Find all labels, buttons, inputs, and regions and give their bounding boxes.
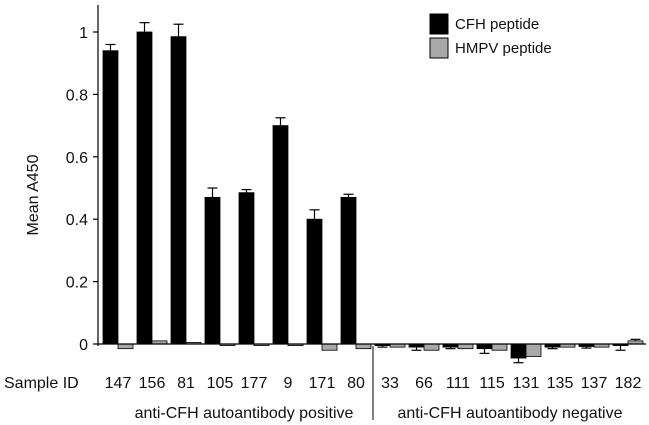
error-bar-cfh-81 [173,23,184,37]
error-bar-cfh-147 [105,43,116,51]
error-bar-cfh-135 [547,347,558,350]
bar-cfh-80 [340,196,357,345]
error-bar-cfh-137 [581,346,592,349]
group-label-positive: anti-CFH autoantibody positive [135,405,354,422]
bar-cfh-9 [272,125,289,345]
x-tick-label: 111 [446,375,470,392]
bar-hmpv-147 [117,343,134,350]
x-tick-label: 33 [381,375,399,392]
legend-label-cfh: CFH peptide [455,16,539,33]
y-tick-label: 1 [79,25,88,42]
error-bar-cfh-156 [139,22,150,32]
bar-hmpv-66 [423,343,440,351]
y-tick-label: 0.2 [66,275,88,292]
x-tick-label: 182 [615,375,642,392]
bar-hmpv-115 [491,343,508,351]
x-tick-label: 115 [479,375,505,392]
bar-cfh-81 [170,36,187,345]
bar-cfh-147 [102,50,119,345]
x-tick-label: 80 [347,375,365,392]
y-tick-label: 0.4 [66,212,88,229]
x-tick-label: 105 [207,375,234,392]
x-tick-label: 137 [581,375,608,392]
bar-hmpv-111 [457,343,474,350]
y-axis-label: Mean A450 [25,154,42,235]
bar-hmpv-131 [525,343,542,357]
bar-cfh-171 [306,218,323,345]
x-tick-label: 171 [309,375,336,392]
y-ticks: 0 0.2 0.4 0.6 0.8 1 [66,25,98,354]
bar-hmpv-171 [321,343,338,351]
x-tick-labels: 147 156 81 105 177 9 171 80 33 66 111 115 131 135 137 1… [105,375,642,392]
x-tick-label: 135 [547,375,574,392]
x-tick-label: 131 [513,375,540,392]
error-bar-hmpv-182 [630,338,641,341]
x-tick-label: 81 [177,375,195,392]
x-tick-label: 66 [415,375,433,392]
y-tick-label: 0 [79,337,88,354]
error-bar-cfh-33 [377,345,388,348]
legend: CFH peptide HMPV peptide [429,13,552,59]
legend-swatch-cfh [429,13,449,35]
bar-hmpv-80 [355,343,372,350]
y-tick-label: 0.6 [66,150,88,167]
error-bar-cfh-115 [479,348,490,354]
bar-cfh-177 [238,192,255,345]
legend-label-hmpv: HMPV peptide [455,40,552,57]
error-bar-cfh-111 [445,347,456,350]
x-tick-label: 156 [139,375,166,392]
axes [97,5,646,420]
error-bar-cfh-80 [343,193,354,198]
x-tick-label: 147 [105,375,132,392]
x-tick-label: 177 [241,375,268,392]
error-bar-cfh-131 [513,358,524,364]
error-bar-cfh-177 [241,188,252,193]
error-bar-cfh-9 [275,117,286,126]
error-bars-layer [105,22,641,364]
group-label-negative: anti-CFH autoantibody negative [397,405,622,422]
bar-cfh-105 [204,196,221,345]
error-bar-cfh-105 [207,187,218,198]
legend-swatch-hmpv [429,37,449,59]
bar-cfh-156 [136,31,153,345]
error-bar-cfh-66 [411,347,422,351]
error-bar-cfh-171 [309,209,320,220]
x-axis-label: Sample ID [4,375,79,392]
error-bar-cfh-182 [615,345,626,351]
bar-cfh-131 [510,343,527,359]
bar-cfh-115 [476,343,493,350]
x-tick-label: 9 [284,375,293,392]
y-tick-label: 0.8 [66,87,88,104]
bars-layer [102,31,644,359]
